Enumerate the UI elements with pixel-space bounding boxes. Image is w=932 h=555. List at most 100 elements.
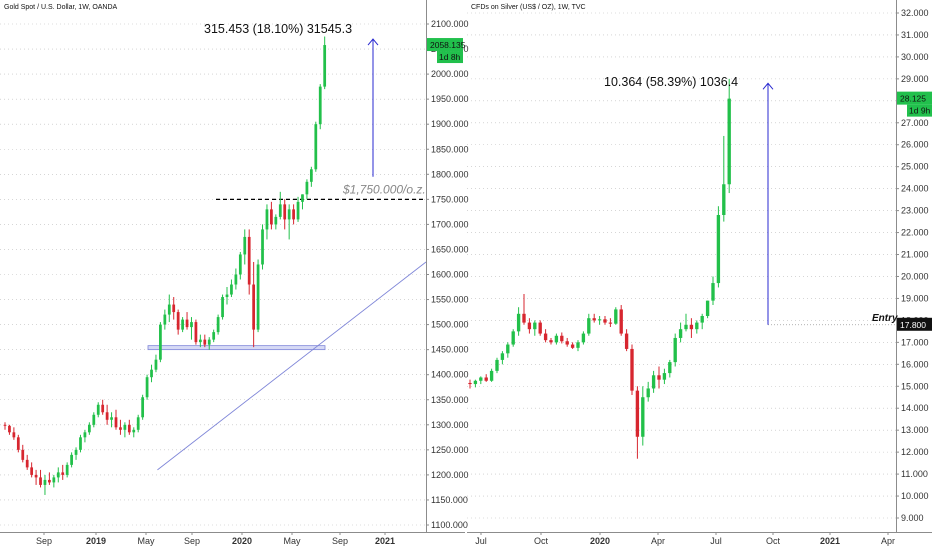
candle-body bbox=[83, 432, 87, 438]
y-tick-label: 30.000 bbox=[901, 52, 929, 62]
y-tick-label: 26.000 bbox=[901, 140, 929, 150]
candle-body bbox=[167, 304, 171, 315]
candle-body bbox=[538, 322, 542, 334]
candle-body bbox=[132, 429, 136, 433]
candle-body bbox=[581, 333, 586, 343]
candle-body bbox=[105, 412, 109, 420]
candle-body bbox=[252, 284, 256, 330]
candle-body bbox=[301, 194, 304, 202]
candle-body bbox=[484, 377, 488, 381]
candle-body bbox=[261, 229, 264, 265]
candle-body bbox=[274, 216, 278, 225]
candle-body bbox=[181, 319, 184, 330]
candle-body bbox=[61, 472, 65, 475]
candle-body bbox=[96, 404, 100, 415]
candle-body bbox=[172, 304, 176, 313]
y-tick-label: 24.000 bbox=[901, 184, 929, 194]
candle-body bbox=[614, 309, 618, 324]
candle-body bbox=[527, 322, 532, 330]
candle-body bbox=[500, 353, 505, 360]
candle-body bbox=[114, 417, 118, 428]
candle-body bbox=[79, 437, 82, 450]
candle-body bbox=[624, 333, 629, 349]
y-tick-label: 1300.000 bbox=[431, 420, 469, 430]
x-tick-label: 2019 bbox=[86, 536, 106, 546]
candle-body bbox=[87, 424, 91, 433]
countdown-tag bbox=[907, 104, 932, 117]
candle-body bbox=[163, 314, 167, 325]
candle-body bbox=[150, 369, 153, 378]
candle-body bbox=[506, 344, 510, 354]
last-price-label: 28.125 bbox=[900, 94, 926, 104]
y-tick-label: 10.000 bbox=[901, 491, 929, 501]
level-annotation: $1,750.000/o.z. bbox=[342, 182, 426, 196]
candle-body bbox=[592, 318, 596, 321]
y-tick-label: 27.000 bbox=[901, 118, 929, 128]
candle-body bbox=[479, 377, 483, 381]
candle-body bbox=[247, 236, 251, 285]
candle-body bbox=[234, 274, 238, 285]
x-tick-label: May bbox=[283, 536, 301, 546]
y-tick-label: 32.000 bbox=[901, 8, 929, 18]
candle-body bbox=[225, 294, 229, 298]
text-layer: 2100.0002050.0002000.0001950.0001900.000… bbox=[4, 4, 932, 546]
candle-body bbox=[630, 348, 634, 391]
y-tick-label: 21.000 bbox=[901, 250, 929, 260]
candle-body bbox=[468, 382, 472, 385]
candle-body bbox=[198, 339, 202, 343]
candle-body bbox=[695, 322, 699, 330]
entry-price-tag bbox=[897, 317, 932, 331]
x-tick-label: Oct bbox=[766, 536, 781, 546]
x-tick-label: 2021 bbox=[820, 536, 840, 546]
candle-body bbox=[92, 414, 96, 425]
y-tick-label: 16.000 bbox=[901, 359, 929, 369]
candle-body bbox=[511, 331, 515, 345]
x-tick-label: Apr bbox=[651, 536, 665, 546]
x-tick-label: 2021 bbox=[375, 536, 395, 546]
candle-body bbox=[101, 404, 105, 413]
x-tick-label: Jul bbox=[475, 536, 487, 546]
candle-body bbox=[608, 322, 613, 324]
grid-layer bbox=[0, 12, 896, 526]
candle-body bbox=[16, 437, 20, 450]
y-tick-label: 1500.000 bbox=[431, 320, 469, 330]
y-tick-label: 23.000 bbox=[901, 206, 929, 216]
panel-title: CFDs on Silver (US$ / OZ), 1W, TVC bbox=[471, 4, 586, 11]
candle-body bbox=[12, 432, 16, 438]
candles-layer bbox=[3, 36, 731, 495]
x-tick-label: Sep bbox=[184, 536, 200, 546]
y-tick-label: 9.000 bbox=[901, 513, 924, 523]
candle-body bbox=[56, 472, 60, 478]
candle-body bbox=[700, 316, 704, 323]
y-tick-label: 2100.000 bbox=[431, 19, 469, 29]
candle-body bbox=[603, 319, 607, 323]
y-tick-label: 1700.000 bbox=[431, 219, 469, 229]
candle-body bbox=[176, 312, 180, 330]
y-tick-label: 20.000 bbox=[901, 271, 929, 281]
candle-body bbox=[8, 425, 11, 433]
candle-body bbox=[657, 375, 661, 380]
candle-body bbox=[127, 424, 131, 433]
candle-body bbox=[256, 264, 260, 330]
y-tick-label: 22.000 bbox=[901, 228, 929, 238]
x-tick-label: Apr bbox=[881, 536, 895, 546]
y-tick-label: 19.000 bbox=[901, 293, 929, 303]
candle-body bbox=[560, 335, 564, 342]
y-tick-label: 25.000 bbox=[901, 162, 929, 172]
candle-body bbox=[495, 359, 499, 371]
candle-body bbox=[554, 335, 559, 343]
candle-body bbox=[70, 454, 73, 465]
candle-body bbox=[52, 477, 56, 483]
candle-body bbox=[65, 464, 69, 475]
y-tick-label: 1600.000 bbox=[431, 270, 469, 280]
trendline bbox=[157, 261, 427, 471]
support-zone bbox=[147, 345, 326, 351]
candle-body bbox=[314, 124, 318, 170]
last-price-tag bbox=[427, 38, 463, 52]
entry-price-label: 17.800 bbox=[900, 320, 926, 330]
candle-body bbox=[21, 449, 25, 460]
candle-body bbox=[689, 324, 694, 330]
y-tick-label: 1650.000 bbox=[431, 244, 469, 254]
y-tick-label: 1850.000 bbox=[431, 144, 469, 154]
